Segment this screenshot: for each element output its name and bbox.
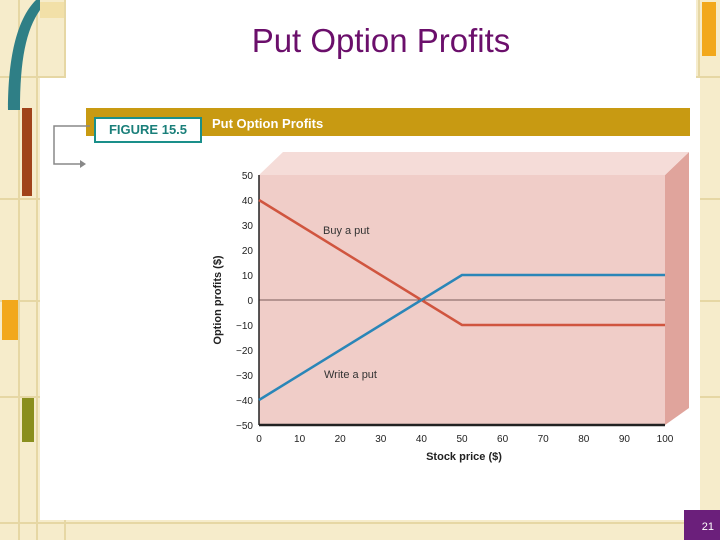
y-tick-label: −50: [236, 421, 253, 432]
accent-block-olive: [22, 398, 34, 442]
x-tick-label: 20: [335, 434, 347, 445]
x-tick-label: 50: [456, 434, 468, 445]
annotation-buy-a-put: Buy a put: [323, 225, 369, 237]
y-tick-label: −10: [236, 321, 253, 332]
plot-top-shade: [259, 152, 689, 175]
title-panel: Put Option Profits: [66, 0, 696, 78]
accent-block-orange-right: [702, 2, 716, 56]
teal-swoosh-decoration: [8, 0, 40, 110]
y-tick-label: 0: [247, 296, 253, 307]
x-tick-label: 80: [578, 434, 590, 445]
y-tick-label: 50: [242, 171, 254, 182]
x-tick-label: 100: [657, 434, 674, 445]
x-tick-label: 70: [538, 434, 550, 445]
x-tick-label: 60: [497, 434, 509, 445]
page-number: 21: [684, 510, 720, 540]
x-tick-label: 30: [375, 434, 387, 445]
slide-title: Put Option Profits: [251, 22, 511, 59]
frame-line: [0, 522, 720, 524]
y-tick-label: −20: [236, 346, 253, 357]
annotation-write-a-put: Write a put: [324, 369, 377, 381]
series-line-buy-a-put: [258, 198, 665, 327]
y-tick-label: −30: [236, 371, 253, 382]
y-tick-label: 40: [242, 196, 254, 207]
figure-label: FIGURE 15.5: [94, 117, 202, 143]
y-tick-label: 30: [242, 221, 254, 232]
accent-block-orange: [2, 300, 18, 340]
figure-title: Put Option Profits: [212, 116, 324, 131]
frame-line: [36, 0, 38, 540]
y-tick-label: 10: [242, 271, 254, 282]
y-tick-label: 20: [242, 246, 254, 257]
x-tick-label: 10: [294, 434, 306, 445]
x-tick-label: 90: [619, 434, 631, 445]
x-tick-label: 0: [256, 434, 262, 445]
y-tick-label: −40: [236, 396, 253, 407]
plot-side-shade: [665, 152, 689, 425]
connector-arrow-icon: [53, 125, 90, 168]
accent-block-brown: [22, 108, 32, 196]
series-line-write-a-put: [258, 273, 665, 402]
y-axis-label: Option profits ($): [212, 255, 224, 345]
x-axis-label: Stock price ($): [426, 451, 502, 463]
accent-block-cream: [40, 2, 64, 18]
x-tick-label: 40: [416, 434, 428, 445]
frame-line: [18, 0, 20, 540]
